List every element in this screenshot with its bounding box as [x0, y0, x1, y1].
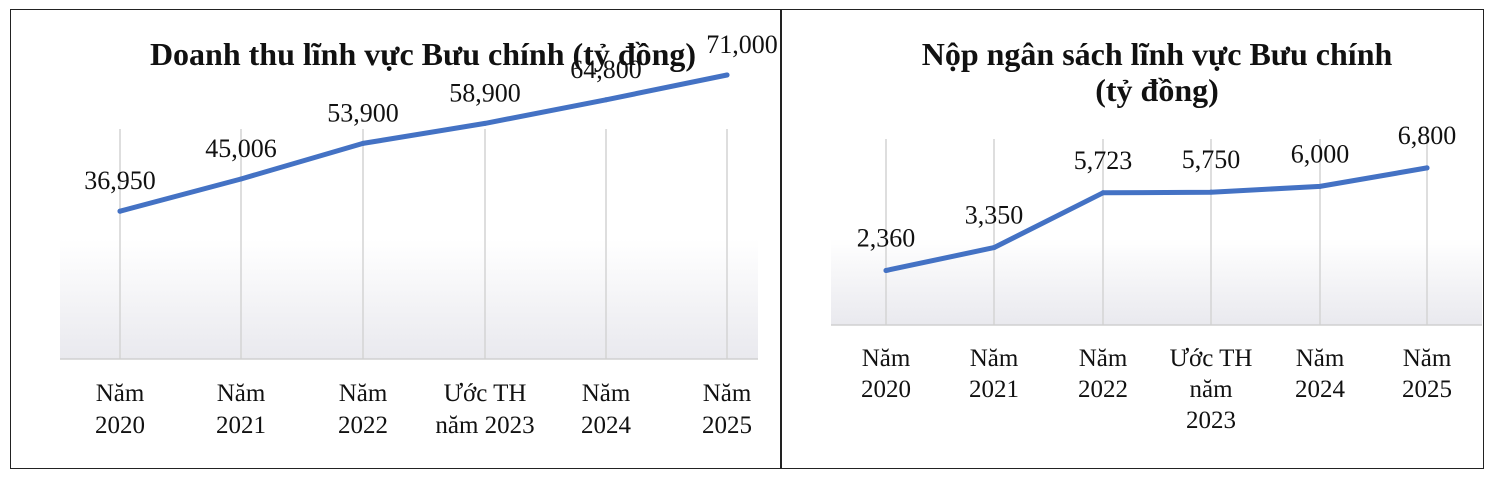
panel-divider [780, 9, 782, 469]
revenue-data-point [360, 140, 366, 146]
budget-tick-label: Năm [1296, 345, 1345, 372]
revenue-tick-label: 2025 [702, 412, 752, 439]
revenue-data-label: 53,900 [327, 98, 399, 127]
budget-tick-label: 2021 [969, 376, 1019, 403]
chart-revenue: Doanh thu lĩnh vực Bưu chính (tỷ đồng) 36… [10, 9, 780, 469]
revenue-title-line: Doanh thu lĩnh vực Bưu chính (tỷ đồng) [150, 36, 696, 72]
budget-data-label: 5,750 [1182, 145, 1241, 174]
budget-tick-label: 2023 [1186, 407, 1236, 434]
budget-data-label: 6,000 [1291, 139, 1350, 168]
revenue-tick-label: Năm [96, 380, 145, 407]
revenue-data-point [603, 97, 609, 103]
budget-tick-label: Năm [1403, 345, 1452, 372]
revenue-data-label: 71,000 [706, 30, 778, 59]
budget-title-line: Nộp ngân sách lĩnh vực Bưu chính [922, 36, 1393, 72]
revenue-tick-label: 2022 [338, 412, 388, 439]
figure-frame [10, 9, 1484, 469]
budget-data-point [1424, 165, 1430, 171]
revenue-tick-label: Năm [217, 380, 266, 407]
revenue-data-label: 58,900 [449, 78, 521, 107]
revenue-tick-label: Năm [582, 380, 631, 407]
revenue-data-point [238, 176, 244, 182]
budget-series-line [883, 165, 1430, 273]
budget-tick-label: năm [1189, 376, 1233, 403]
budget-data-label: 5,723 [1074, 146, 1133, 175]
budget-tick-label: Năm [970, 345, 1019, 372]
budget-data-point [991, 245, 997, 251]
budget-tick-label: 2025 [1402, 376, 1452, 403]
revenue-data-point [117, 208, 123, 214]
budget-data-label: 2,360 [857, 223, 916, 252]
revenue-chart-svg: Doanh thu lĩnh vực Bưu chính (tỷ đồng) 36… [60, 30, 778, 439]
revenue-tick-label: 2024 [581, 412, 632, 439]
budget-tick-label: 2024 [1295, 376, 1346, 403]
budget-title-line: (tỷ đồng) [1095, 72, 1219, 108]
revenue-data-point [482, 120, 488, 126]
chart-budget: Nộp ngân sách lĩnh vực Bưu chính (tỷ đồng… [781, 9, 1484, 469]
budget-tick-label: 2020 [861, 376, 911, 403]
revenue-data-point [724, 72, 730, 78]
revenue-data-label: 36,950 [84, 166, 156, 195]
budget-data-label: 3,350 [965, 201, 1024, 230]
revenue-tick-label: Năm [339, 380, 388, 407]
revenue-data-label: 64,800 [570, 55, 642, 84]
budget-tick-label: Năm [1079, 345, 1128, 372]
budget-data-point [883, 267, 889, 273]
revenue-data-label: 45,006 [205, 134, 277, 163]
budget-data-point [1208, 189, 1214, 195]
revenue-tick-label: năm 2023 [435, 412, 534, 439]
revenue-tick-label: 2021 [216, 412, 266, 439]
revenue-tick-label: 2020 [95, 412, 145, 439]
budget-data-label: 6,800 [1398, 121, 1457, 150]
budget-data-point [1100, 190, 1106, 196]
budget-tick-label: Năm [862, 345, 911, 372]
revenue-plot-area [60, 239, 758, 359]
revenue-tick-label: Năm [703, 380, 752, 407]
budget-tick-label: 2022 [1078, 376, 1128, 403]
budget-plot-area [831, 239, 1482, 325]
revenue-series-line [117, 72, 730, 214]
budget-data-point [1317, 183, 1323, 189]
budget-tick-label: Ước TH [1170, 345, 1253, 372]
revenue-tick-label: Ước TH [444, 380, 527, 407]
budget-chart-svg: Nộp ngân sách lĩnh vực Bưu chính(tỷ đồng… [831, 36, 1482, 434]
